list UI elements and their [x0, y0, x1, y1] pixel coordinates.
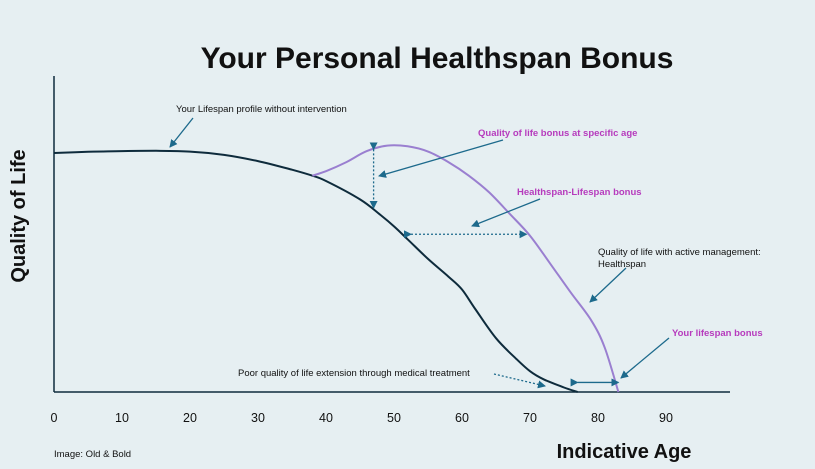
y-axis-label: Quality of Life	[8, 149, 30, 282]
chart-title: Your Personal Healthspan Bonus	[201, 42, 674, 75]
x-tick-label: 90	[659, 411, 673, 425]
lifespan-bonus-pointer	[620, 337, 670, 379]
lifespan-curve	[53, 149, 578, 393]
healthspan-bonus-pointer	[471, 198, 541, 228]
annotation-lifespan-bonus: Your lifespan bonus	[672, 328, 763, 339]
x-axis-label: Indicative Age	[557, 441, 692, 463]
image-credit: Image: Old & Bold	[54, 449, 131, 460]
x-tick-label: 50	[387, 411, 401, 425]
active-management-pointer	[589, 267, 627, 303]
annotation-healthspan-lifespan-bonus: Healthspan-Lifespan bonus	[517, 187, 642, 198]
qol-bonus-pointer	[378, 139, 504, 178]
annotation-active-management-line1: Quality of life with active management:	[598, 247, 761, 258]
annotation-qol-bonus: Quality of life bonus at specific age	[478, 128, 637, 139]
x-tick-label: 0	[51, 411, 58, 425]
x-tick-label: 80	[591, 411, 605, 425]
x-tick-label: 20	[183, 411, 197, 425]
annotation-active-management-line2: Healthspan	[598, 259, 646, 270]
x-tick-label: 40	[319, 411, 333, 425]
without-intervention-pointer	[169, 117, 194, 148]
poor-quality-pointer	[493, 373, 546, 389]
x-tick-label: 30	[251, 411, 265, 425]
annotation-poor-quality: Poor quality of life extension through m…	[238, 368, 470, 379]
annotation-without-intervention: Your Lifespan profile without interventi…	[176, 104, 347, 115]
x-tick-label: 10	[115, 411, 129, 425]
x-tick-label: 60	[455, 411, 469, 425]
healthspan-curve	[312, 144, 620, 393]
x-tick-label: 70	[523, 411, 537, 425]
